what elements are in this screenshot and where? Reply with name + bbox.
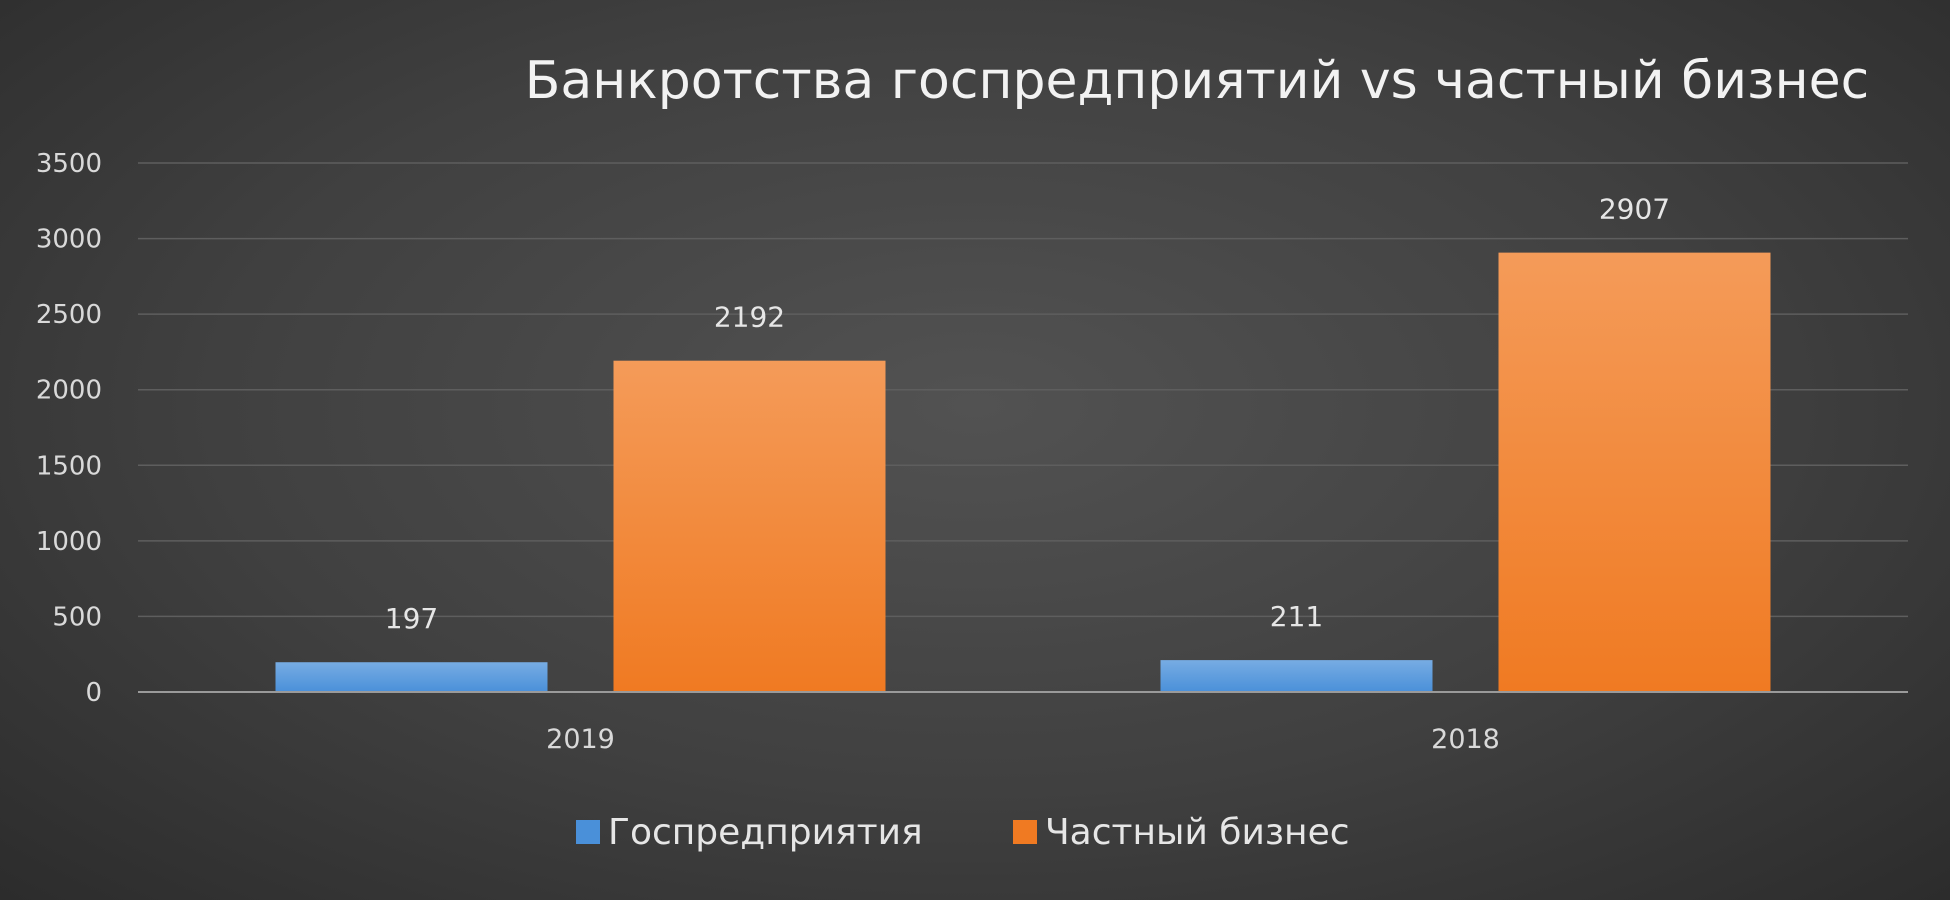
y-tick-label: 2000 [36,376,102,406]
legend-label: Частный бизнес [1045,812,1350,853]
y-tick-label: 0 [85,678,102,708]
bars [275,252,1771,692]
bar-state-2019 [275,662,548,692]
x-axis-category-labels: 2019 2018 [546,724,1500,755]
chart-title: Банкротства госпредприятий vs частный би… [525,51,1869,111]
legend: Госпредприятия Частный бизнес [576,812,1350,853]
data-label: 2192 [714,301,785,334]
legend-label: Госпредприятия [608,812,923,853]
data-label: 197 [385,602,438,635]
x-category-label: 2019 [546,724,615,755]
y-tick-label: 2500 [36,300,102,330]
y-tick-label: 500 [52,602,102,632]
bar-private-2019 [613,360,886,692]
bar-private-2018 [1498,252,1771,692]
legend-swatch [576,820,600,844]
data-label: 211 [1270,600,1323,633]
y-tick-label: 1000 [36,527,102,557]
legend-swatch [1013,820,1037,844]
data-labels: 197 2192 211 2907 [385,193,1670,636]
y-axis-tick-labels: 0 500 1000 1500 2000 2500 3000 3500 [36,149,102,708]
gridlines [138,162,1908,618]
y-tick-label: 1500 [36,451,102,481]
x-category-label: 2018 [1431,724,1500,755]
y-tick-label: 3500 [36,149,102,179]
y-tick-label: 3000 [36,225,102,255]
bar-state-2018 [1160,660,1433,692]
data-label: 2907 [1599,193,1670,226]
